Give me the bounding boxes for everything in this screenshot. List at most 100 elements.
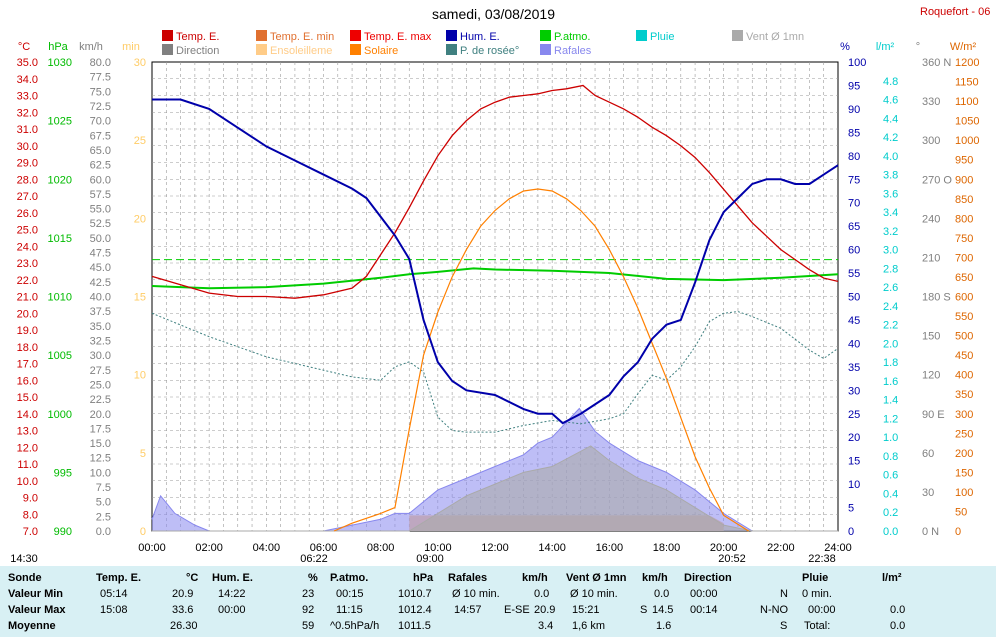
wind-tick: 22.5 — [90, 394, 111, 406]
min-rain-time: 0 min. — [802, 588, 832, 600]
temp-unit: °C — [18, 41, 30, 53]
wind-tick: 37.5 — [90, 306, 111, 318]
direction-tick: 300 — [922, 135, 940, 147]
legend-swatch — [540, 30, 551, 41]
weather-chart: 35.0 34.0 33.0 32.0 31.0 30.0 29.0 28.0 27.0 26.0… — [10, 41, 979, 565]
pressure-tick: 1010 — [48, 292, 72, 304]
legend-swatch — [350, 44, 361, 55]
avg-hum: 59 — [302, 620, 315, 632]
wind-tick: 77.5 — [90, 72, 111, 84]
temp-tick: 32.0 — [17, 107, 38, 119]
wind-tick: 42.5 — [90, 277, 111, 289]
solar-tick: 150 — [955, 467, 973, 479]
rain-tick: 0.0 — [883, 526, 898, 538]
temp-tick: 26.0 — [17, 208, 38, 220]
max-gust-time: 14:57 — [454, 604, 482, 616]
sunshine-tick: 10 — [134, 370, 146, 382]
min-temp-time: 05:14 — [100, 588, 128, 600]
wind-tick: 52.5 — [90, 218, 111, 230]
hdr-rain-unit: l/m² — [882, 572, 902, 584]
wind-tick: 32.5 — [90, 335, 111, 347]
sunshine-tick: 15 — [134, 292, 146, 304]
legend-label: Hum. E. — [460, 31, 500, 43]
solar-tick: 50 — [955, 506, 967, 518]
wind-tick: 2.5 — [96, 511, 111, 523]
row-max-label: Valeur Max — [8, 604, 66, 616]
rain-tick: 4.0 — [883, 151, 898, 163]
temp-tick: 15.0 — [17, 392, 38, 404]
max-gust: 20.9 — [534, 604, 556, 616]
rain-tick: 2.6 — [883, 282, 898, 294]
legend-label: Direction — [176, 45, 220, 57]
moonrise-label: 14:30 — [10, 553, 38, 565]
temp-tick: 34.0 — [17, 74, 38, 86]
wind-tick: 45.0 — [90, 262, 111, 274]
legend-swatch — [162, 44, 173, 55]
solar-tick: 300 — [955, 409, 973, 421]
dewpoint-series — [151, 311, 839, 433]
avg-press: 1011.5 — [398, 620, 431, 632]
temp-tick: 23.0 — [17, 258, 38, 270]
temp-tick: 29.0 — [17, 158, 38, 170]
wind-tick: 75.0 — [90, 86, 111, 98]
solar-tick: 1000 — [955, 135, 979, 147]
sunshine-tick: 20 — [134, 213, 146, 225]
hdr-wind-unit: km/h — [642, 572, 668, 584]
max-temp-time: 15:08 — [100, 604, 128, 616]
temp-tick: 18.0 — [17, 342, 38, 354]
direction-tick: 150 — [922, 331, 940, 343]
solar-tick: 550 — [955, 311, 973, 323]
temp-tick: 21.0 — [17, 292, 38, 304]
solar-tick: 400 — [955, 370, 973, 382]
hdr-hum: Hum. E. — [212, 572, 253, 584]
direction-unit: ° — [916, 41, 920, 53]
min-wind-dir: Ø 10 min. — [570, 588, 618, 600]
humidity-tick: 5 — [848, 503, 854, 515]
hdr-press: P.atmo. — [330, 572, 369, 584]
max-press-time: 11:15 — [336, 604, 363, 616]
rain-tick: 4.2 — [883, 132, 898, 144]
humidity-tick: 60 — [848, 245, 860, 257]
rain-tick: 4.8 — [883, 76, 898, 88]
legend-label: Rafales — [554, 45, 592, 57]
avg-rain: 0.0 — [890, 620, 906, 632]
wind-tick: 0.0 — [96, 526, 111, 538]
time-tick: 22:00 — [767, 542, 795, 554]
time-tick: 18:00 — [653, 542, 681, 554]
sunrise-label: 06:22 — [300, 553, 328, 565]
hdr-rain: Pluie — [802, 572, 829, 584]
legend-label: Vent Ø 1mn — [746, 31, 805, 43]
temp-tick: 35.0 — [17, 57, 38, 69]
solar-tick: 100 — [955, 487, 973, 499]
max-wind-time: 15:21 — [572, 604, 600, 616]
solar-tick: 750 — [955, 233, 973, 245]
min-dir: N — [780, 588, 788, 600]
wind-tick: 40.0 — [90, 292, 111, 304]
direction-tick: 120 — [922, 370, 940, 382]
temp-tick: 19.0 — [17, 325, 38, 337]
wind-tick: 57.5 — [90, 189, 111, 201]
rain-tick: 2.4 — [883, 301, 898, 313]
wind-tick: 17.5 — [90, 423, 111, 435]
legend-swatch — [256, 30, 267, 41]
rain-tick: 3.6 — [883, 188, 898, 200]
time-tick: 00:00 — [138, 542, 166, 554]
solar-unit: W/m² — [950, 41, 977, 53]
min-hum: 23 — [302, 588, 315, 600]
humidity-tick: 65 — [848, 221, 860, 233]
legend-swatch — [540, 44, 551, 55]
time-tick: 24:00 — [824, 542, 852, 554]
min-wind: 0.0 — [654, 588, 670, 600]
temp-tick: 27.0 — [17, 191, 38, 203]
hdr-gust: Rafales — [448, 572, 488, 584]
max-wind-dir: S — [640, 604, 648, 616]
temp-tick: 25.0 — [17, 225, 38, 237]
max-dir: N-NO — [760, 604, 789, 616]
wind-tick: 5.0 — [96, 497, 111, 509]
humidity-tick: 40 — [848, 338, 860, 350]
solar-tick: 850 — [955, 194, 973, 206]
solar-tick: 600 — [955, 292, 973, 304]
humidity-tick: 50 — [848, 292, 860, 304]
solar-start-label: 09:00 — [416, 553, 444, 565]
legend-swatch — [732, 30, 743, 41]
